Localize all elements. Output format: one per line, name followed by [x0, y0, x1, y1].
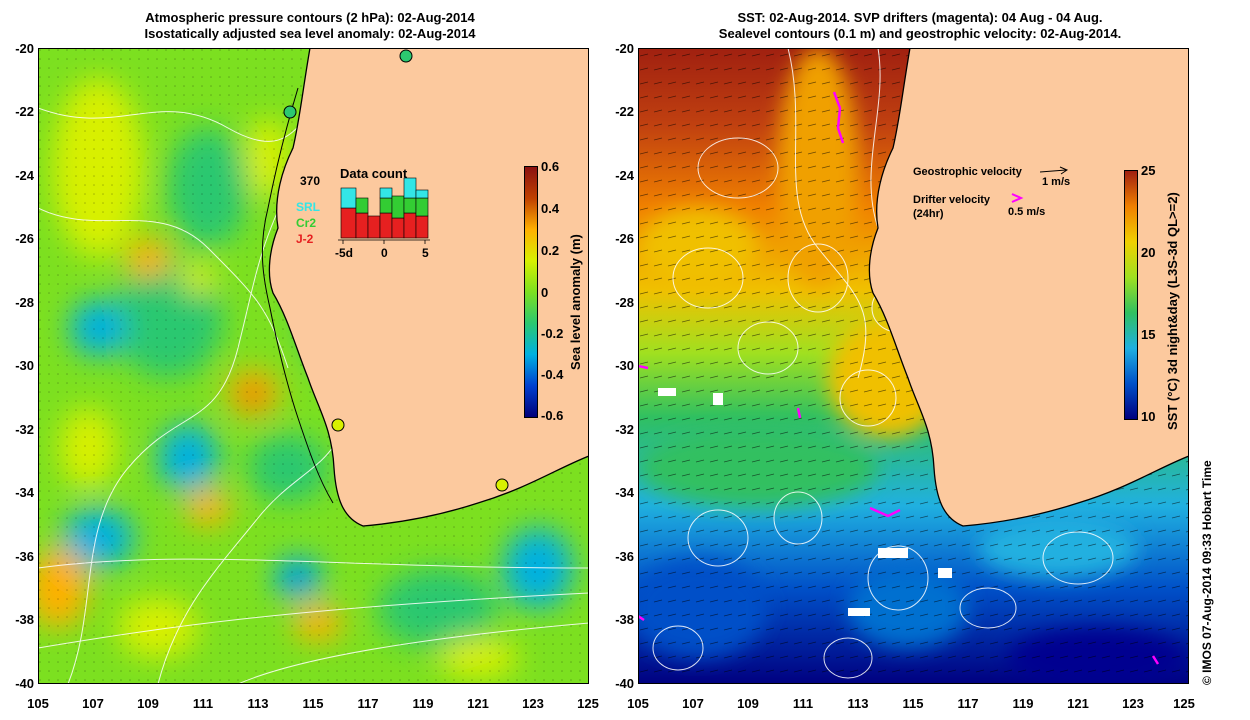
lon-tick: 109	[737, 696, 759, 711]
drifter-velocity-period: (24hr)	[913, 208, 944, 220]
tide-gauge-marker[interactable]	[283, 105, 297, 119]
lat-tick: -40	[15, 676, 34, 691]
sst-colorbar-label: SST (°C) 3d night&day (L3S-3d QL>=2)	[1165, 192, 1180, 430]
sla-colorbar-tick: -0.2	[541, 326, 564, 341]
drifter-velocity-scale: 0.5 m/s	[1008, 206, 1046, 218]
tide-gauge-marker[interactable]	[331, 418, 345, 432]
lon-tick: 119	[412, 696, 434, 711]
lat-tick: -24	[615, 168, 634, 183]
sst-map-frame	[638, 48, 1189, 684]
lon-tick: 107	[682, 696, 704, 711]
lon-tick: 111	[192, 696, 214, 711]
lat-tick: -32	[615, 422, 634, 437]
sla-colorbar-tick: 0.6	[541, 159, 560, 174]
lat-tick: -28	[15, 295, 34, 310]
lat-tick: -28	[615, 295, 634, 310]
sla-colorbar-tick: 0	[541, 285, 549, 300]
australia-landmass	[869, 48, 1189, 526]
geo-velocity-scale: 1 m/s	[1042, 176, 1071, 188]
inset-title: Data count	[340, 166, 408, 181]
lat-tick: -30	[15, 358, 34, 373]
left-title-line2: Isostatically adjusted sea level anomaly…	[144, 26, 476, 41]
lon-tick: 105	[27, 696, 49, 711]
drifter-velocity-arrow-icon	[1011, 193, 1024, 203]
lat-tick: -40	[615, 676, 634, 691]
lat-tick: -26	[615, 231, 634, 246]
geo-velocity-label: Geostrophic velocity	[913, 166, 1022, 178]
lon-tick: 117	[957, 696, 979, 711]
left-title: Atmospheric pressure contours (2 hPa): 0…	[80, 10, 540, 42]
tide-gauge-marker[interactable]	[495, 478, 509, 492]
lon-tick: 115	[902, 696, 924, 711]
tide-gauge-marker[interactable]	[399, 49, 413, 63]
drifter-tracks[interactable]	[638, 91, 1160, 665]
inset-series-cr2: Cr2	[296, 216, 317, 230]
lat-tick: -30	[615, 358, 634, 373]
sla-map[interactable]: 370 Data count SRL Cr2 J-2 -5d 0 5	[38, 48, 589, 684]
lon-tick: 123	[1122, 696, 1144, 711]
data-count-histogram	[338, 177, 430, 244]
lon-tick: 107	[82, 696, 104, 711]
lat-tick: -26	[15, 231, 34, 246]
lon-tick: 113	[847, 696, 869, 711]
inset-total-count: 370	[300, 174, 321, 188]
lat-tick: -24	[15, 168, 34, 183]
lon-tick: 115	[302, 696, 324, 711]
sla-colorbar-tick: 0.2	[541, 243, 560, 258]
sla-colorbar-tick: 0.4	[541, 201, 560, 216]
inset-series-srl: SRL	[296, 200, 320, 214]
lat-tick: -20	[615, 41, 634, 56]
lon-tick: 119	[1012, 696, 1034, 711]
lat-tick: -22	[615, 104, 634, 119]
lat-tick: -22	[15, 104, 34, 119]
geo-velocity-arrow-icon	[1040, 166, 1069, 175]
right-title-line2: Sealevel contours (0.1 m) and geostrophi…	[718, 26, 1122, 41]
sla-colorbar-label: Sea level anomaly (m)	[568, 234, 583, 370]
inset-xtick: 0	[381, 246, 388, 260]
sst-map-canvas	[638, 48, 1189, 684]
inset-xtick: 5	[422, 246, 429, 260]
lat-tick: -36	[15, 549, 34, 564]
lon-tick: 105	[627, 696, 649, 711]
lon-tick: 123	[522, 696, 544, 711]
sst-colorbar-tick: 15	[1141, 327, 1156, 342]
sla-map-canvas	[38, 48, 589, 684]
drifter-velocity-label: Drifter velocity	[913, 194, 991, 206]
lon-tick: 121	[1067, 696, 1089, 711]
left-title-line1: Atmospheric pressure contours (2 hPa): 0…	[145, 10, 475, 25]
lon-tick: 111	[792, 696, 814, 711]
lat-tick: -38	[615, 612, 634, 627]
lon-tick: 113	[247, 696, 269, 711]
lat-tick: -38	[15, 612, 34, 627]
lat-tick: -34	[15, 485, 34, 500]
sla-map-frame	[38, 48, 589, 684]
right-title-line1: SST: 02-Aug-2014. SVP drifters (magenta)…	[737, 10, 1103, 25]
sst-colorbar-tick: 25	[1141, 163, 1156, 178]
sla-colorbar-tick: -0.6	[541, 408, 564, 423]
sla-colorbar-tick: -0.4	[541, 367, 564, 382]
lon-tick: 125	[1173, 696, 1195, 711]
right-title: SST: 02-Aug-2014. SVP drifters (magenta)…	[640, 10, 1200, 42]
imos-credit: © IMOS 07-Aug-2014 09:33 Hobart Time	[1200, 460, 1214, 685]
lat-tick: -20	[15, 41, 34, 56]
lat-tick: -36	[615, 549, 634, 564]
lat-tick: -34	[615, 485, 634, 500]
sst-colorbar-tick: 10	[1141, 409, 1156, 424]
lon-tick: 117	[357, 696, 379, 711]
lon-tick: 125	[577, 696, 599, 711]
sla-colorbar	[524, 166, 538, 418]
sst-colorbar	[1124, 170, 1138, 420]
sst-colorbar-tick: 20	[1141, 245, 1156, 260]
sst-map[interactable]: Geostrophic velocity 1 m/s Drifter veloc…	[638, 48, 1189, 684]
inset-series-j2: J-2	[296, 232, 314, 246]
australia-landmass	[269, 48, 589, 526]
lat-tick: -32	[15, 422, 34, 437]
inset-xtick: -5d	[335, 246, 353, 260]
lon-tick: 121	[467, 696, 489, 711]
lon-tick: 109	[137, 696, 159, 711]
